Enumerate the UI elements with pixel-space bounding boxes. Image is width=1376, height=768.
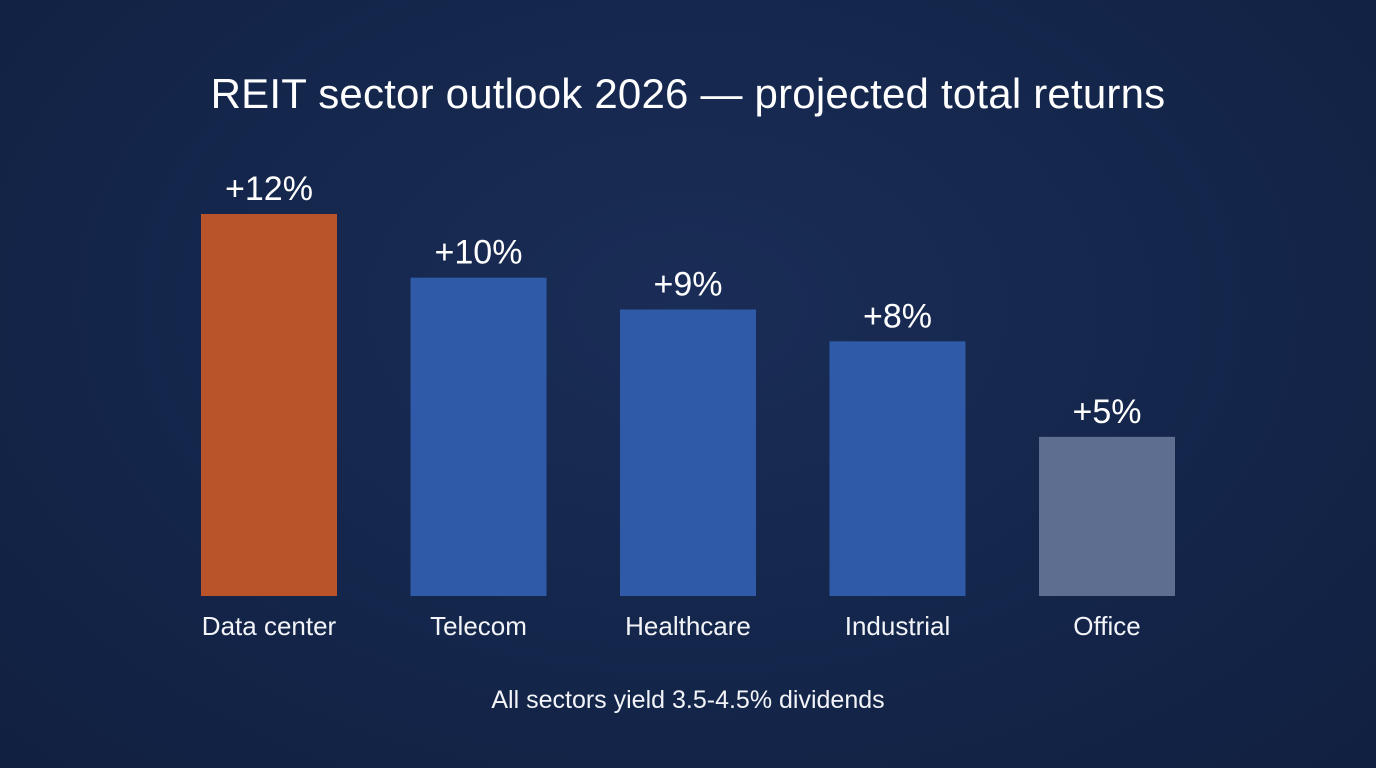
chart-footnote: All sectors yield 3.5-4.5% dividends bbox=[491, 686, 885, 714]
category-label: Industrial bbox=[845, 611, 951, 641]
bar-industrial bbox=[829, 341, 966, 596]
value-label: +8% bbox=[863, 297, 932, 335]
value-label: +12% bbox=[225, 170, 313, 208]
category-label: Office bbox=[1073, 611, 1140, 641]
bar-office bbox=[1039, 436, 1175, 596]
value-label: +5% bbox=[1073, 393, 1142, 431]
category-label: Data center bbox=[202, 611, 337, 641]
value-label: +9% bbox=[654, 266, 723, 304]
category-label: Telecom bbox=[430, 611, 527, 641]
bar-healthcare bbox=[620, 309, 756, 596]
bar-telecom bbox=[410, 277, 547, 596]
chart-title: REIT sector outlook 2026 — projected tot… bbox=[210, 70, 1166, 117]
category-label: Healthcare bbox=[625, 611, 751, 641]
value-label: +10% bbox=[435, 234, 523, 272]
bar-data-center bbox=[201, 214, 337, 596]
